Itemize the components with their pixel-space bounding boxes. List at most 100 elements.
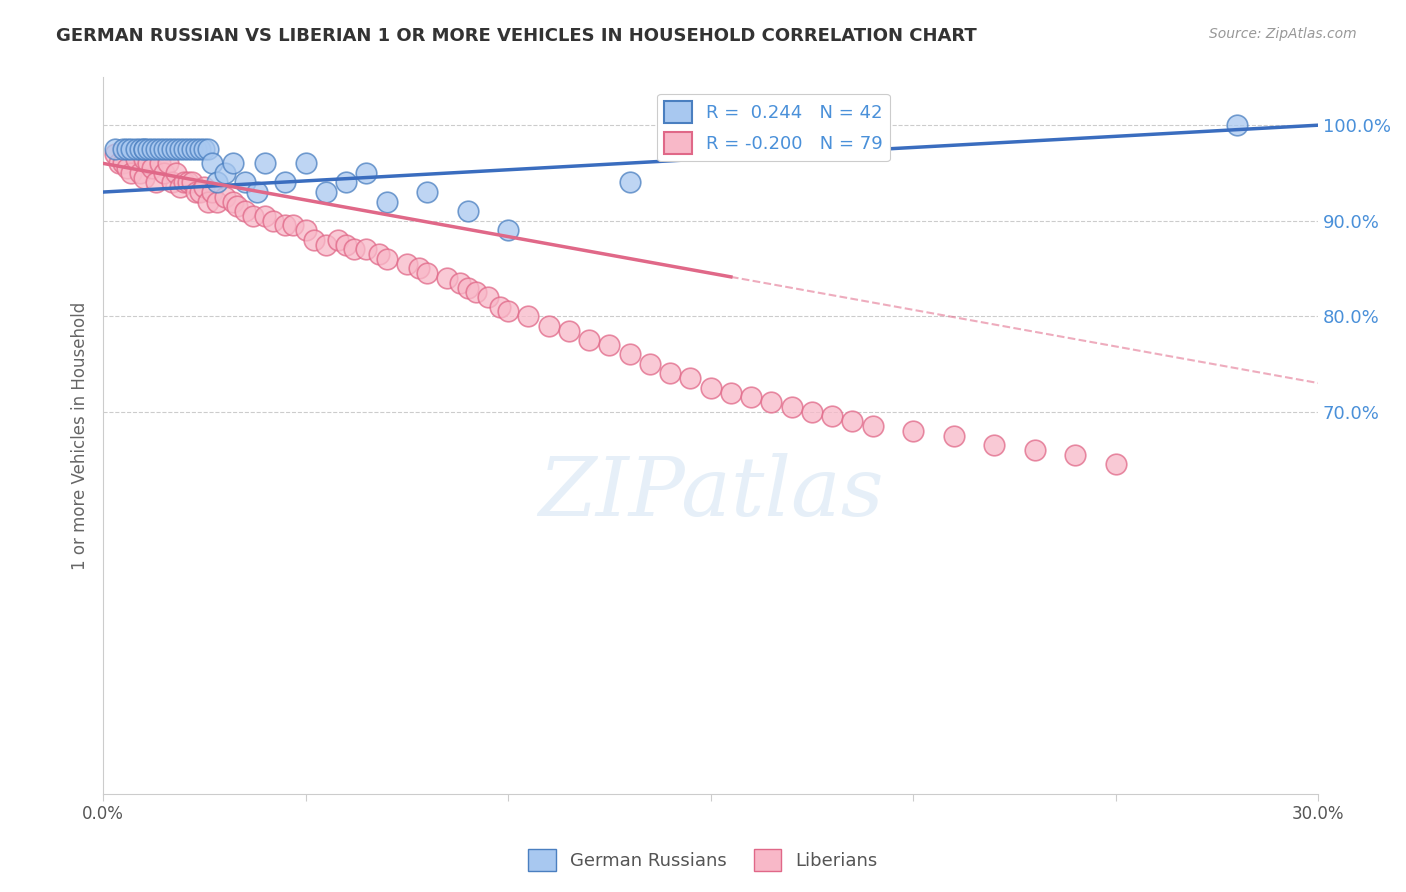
Point xyxy=(274,219,297,233)
Point xyxy=(177,176,200,190)
Point xyxy=(449,276,471,290)
Point xyxy=(177,142,200,156)
Point xyxy=(457,280,479,294)
Point xyxy=(1226,118,1249,132)
Point xyxy=(153,166,176,180)
Point xyxy=(145,142,167,156)
Point xyxy=(274,176,297,190)
Point xyxy=(225,199,247,213)
Point xyxy=(128,142,150,156)
Point xyxy=(117,161,139,176)
Point xyxy=(149,142,172,156)
Point xyxy=(186,185,208,199)
Point xyxy=(294,223,316,237)
Point xyxy=(112,142,135,156)
Point xyxy=(659,367,682,381)
Legend: German Russians, Liberians: German Russians, Liberians xyxy=(522,842,884,879)
Point xyxy=(254,156,277,170)
Point xyxy=(367,247,389,261)
Y-axis label: 1 or more Vehicles in Household: 1 or more Vehicles in Household xyxy=(72,301,89,570)
Point xyxy=(233,176,256,190)
Point xyxy=(356,166,378,180)
Point xyxy=(132,152,155,166)
Point xyxy=(901,424,924,438)
Point xyxy=(141,161,163,176)
Point xyxy=(153,142,176,156)
Point xyxy=(112,156,135,170)
Point xyxy=(104,142,127,156)
Point xyxy=(315,237,337,252)
Point xyxy=(186,142,208,156)
Point xyxy=(841,414,863,428)
Point xyxy=(436,271,458,285)
Point xyxy=(124,142,146,156)
Point xyxy=(104,146,127,161)
Point xyxy=(558,324,581,338)
Point xyxy=(246,185,269,199)
Point xyxy=(983,438,1005,452)
Point xyxy=(173,142,195,156)
Point xyxy=(619,347,641,361)
Point xyxy=(136,156,159,170)
Point xyxy=(141,142,163,156)
Point xyxy=(132,142,155,156)
Point xyxy=(181,176,204,190)
Point xyxy=(188,142,211,156)
Point xyxy=(761,395,783,409)
Point xyxy=(315,185,337,199)
Point xyxy=(638,357,661,371)
Point xyxy=(149,156,172,170)
Point xyxy=(165,166,187,180)
Point xyxy=(165,142,187,156)
Point xyxy=(1064,448,1087,462)
Point xyxy=(375,252,398,266)
Point xyxy=(121,142,143,156)
Point xyxy=(326,233,349,247)
Point xyxy=(457,204,479,219)
Point xyxy=(496,223,519,237)
Point xyxy=(169,180,191,194)
Point xyxy=(193,142,215,156)
Point xyxy=(145,176,167,190)
Point xyxy=(356,243,378,257)
Point xyxy=(578,333,600,347)
Point xyxy=(537,318,560,333)
Point xyxy=(302,233,325,247)
Point xyxy=(254,209,277,223)
Point xyxy=(197,194,219,209)
Point xyxy=(160,176,183,190)
Point xyxy=(343,243,366,257)
Point xyxy=(1024,442,1046,457)
Point xyxy=(862,419,884,434)
Point xyxy=(205,194,228,209)
Point xyxy=(128,166,150,180)
Point xyxy=(197,142,219,156)
Point xyxy=(193,180,215,194)
Point xyxy=(201,185,224,199)
Point xyxy=(136,142,159,156)
Point xyxy=(464,285,486,300)
Point xyxy=(132,142,155,156)
Point xyxy=(222,194,245,209)
Point xyxy=(124,152,146,166)
Point xyxy=(205,176,228,190)
Point xyxy=(214,166,236,180)
Point xyxy=(169,142,191,156)
Point xyxy=(375,194,398,209)
Point xyxy=(335,237,357,252)
Point xyxy=(117,142,139,156)
Point xyxy=(262,213,284,227)
Point xyxy=(1104,457,1126,471)
Point xyxy=(699,381,721,395)
Point xyxy=(780,400,803,414)
Point xyxy=(156,142,179,156)
Point xyxy=(181,142,204,156)
Point xyxy=(173,176,195,190)
Point xyxy=(160,142,183,156)
Point xyxy=(108,156,131,170)
Point xyxy=(477,290,499,304)
Point xyxy=(679,371,702,385)
Point xyxy=(233,204,256,219)
Point xyxy=(740,390,762,404)
Point xyxy=(214,190,236,204)
